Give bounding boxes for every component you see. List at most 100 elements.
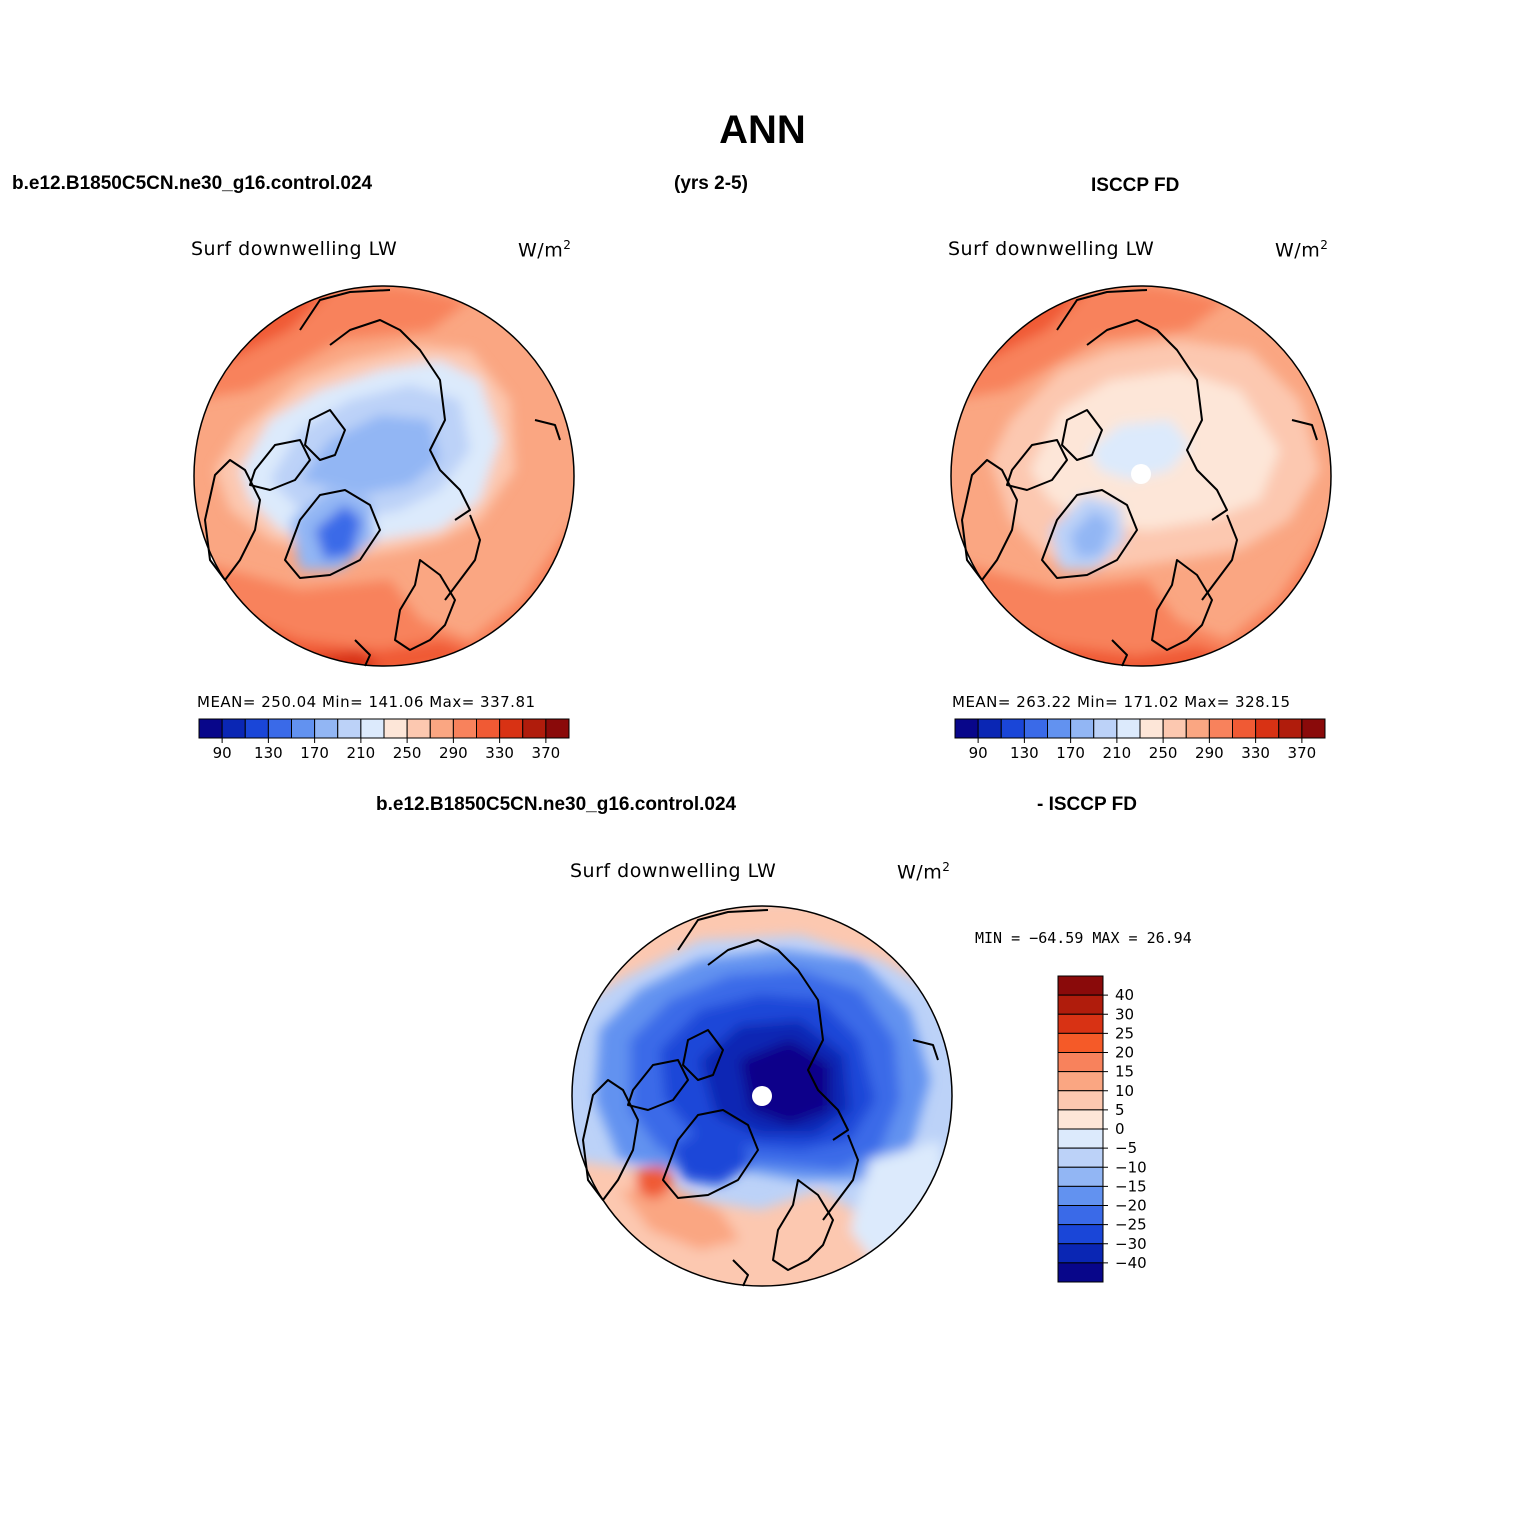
model-colorbar-swatch xyxy=(499,718,524,739)
obs-colorbar-swatch xyxy=(1116,718,1141,739)
obs-variable-label: Surf downwelling LW xyxy=(948,238,1155,260)
diff-colorbar-swatch xyxy=(1057,1090,1104,1111)
obs-colorbar-label: 370 xyxy=(1288,744,1317,762)
obs-coastlines xyxy=(961,289,1318,667)
model-colorbar-swatch xyxy=(221,718,246,739)
model-colorbar-swatch xyxy=(267,718,292,739)
obs-colorbar-swatch xyxy=(1139,718,1164,739)
diff-colorbar-swatch xyxy=(1057,1052,1104,1073)
obs-colorbar-label: 90 xyxy=(969,744,988,762)
model-colorbar-swatch xyxy=(452,718,477,739)
diff-stats: MIN = −64.59 MAX = 26.94 xyxy=(975,929,1192,947)
figure-title: ANN xyxy=(719,108,806,152)
model-colorbar-swatch xyxy=(337,718,362,739)
diff-colorbar-swatch xyxy=(1057,1032,1104,1053)
obs-colorbar-swatch xyxy=(1162,718,1187,739)
case-name-label: b.e12.B1850C5CN.ne30_g16.control.024 xyxy=(12,173,373,194)
obs-colorbar-swatch xyxy=(954,718,979,739)
obs-colorbar-label: 210 xyxy=(1103,744,1132,762)
diff-colorbar-label: −30 xyxy=(1115,1235,1147,1253)
model-colorbar-label: 130 xyxy=(254,744,283,762)
diff-colorbar-label: −5 xyxy=(1115,1139,1137,1157)
obs-units-label: W/m2 xyxy=(1275,238,1329,262)
obs-colorbar: 90 130 170 210 250 290 330 370 xyxy=(954,718,1326,762)
diff-colorbar-label: −10 xyxy=(1115,1158,1147,1176)
diff-colorbar-swatch xyxy=(1057,1166,1104,1187)
obs-colorbar-swatch xyxy=(1232,718,1257,739)
obs-colorbar-swatch xyxy=(977,718,1002,739)
diff-colorbar-label: 20 xyxy=(1115,1044,1134,1062)
diff-obs-name-label: - ISCCP FD xyxy=(1037,794,1137,815)
model-map xyxy=(193,285,575,667)
model-colorbar-swatch xyxy=(314,718,339,739)
diff-colorbar-label: 40 xyxy=(1115,986,1134,1004)
model-colorbar-label: 90 xyxy=(213,744,232,762)
diff-colorbar-label: 25 xyxy=(1115,1024,1134,1042)
years-label: (yrs 2-5) xyxy=(674,173,748,194)
diff-colorbar-swatch xyxy=(1057,1224,1104,1245)
diff-colorbar-swatch xyxy=(1057,994,1104,1015)
diff-colorbar-swatch xyxy=(1057,1243,1104,1264)
model-colorbar-label: 290 xyxy=(439,744,468,762)
obs-colorbar-swatch xyxy=(1301,718,1326,739)
model-colorbar-swatch xyxy=(291,718,316,739)
model-colorbar-swatch xyxy=(383,718,408,739)
obs-colorbar-swatch xyxy=(1047,718,1072,739)
obs-name-label: ISCCP FD xyxy=(1091,175,1180,196)
obs-stats: MEAN= 263.22 Min= 171.02 Max= 328.15 xyxy=(952,693,1291,711)
diff-colorbar-swatch xyxy=(1057,1185,1104,1206)
diff-colorbar-label: −20 xyxy=(1115,1197,1147,1215)
obs-colorbar-swatch xyxy=(1208,718,1233,739)
model-colorbar-swatch xyxy=(198,718,223,739)
diff-units-label: W/m2 xyxy=(897,860,951,884)
diff-colorbar-label: 15 xyxy=(1115,1063,1134,1081)
model-colorbar-label: 250 xyxy=(393,744,422,762)
obs-colorbar-label: 290 xyxy=(1195,744,1224,762)
obs-colorbar-label: 170 xyxy=(1056,744,1085,762)
obs-colorbar-label: 130 xyxy=(1010,744,1039,762)
diff-colorbar-label: −25 xyxy=(1115,1216,1147,1234)
model-colorbar-swatch xyxy=(244,718,269,739)
obs-colorbar-swatch xyxy=(1278,718,1303,739)
model-colorbar: 90 130 170 210 250 290 330 370 xyxy=(198,718,570,762)
obs-colorbar-label: 330 xyxy=(1241,744,1270,762)
diff-colorbar-swatch xyxy=(1057,1262,1104,1283)
model-colorbar-swatch xyxy=(360,718,385,739)
obs-colorbar-swatch xyxy=(1070,718,1095,739)
model-coastlines xyxy=(204,289,561,667)
diff-colorbar-label: 5 xyxy=(1115,1101,1125,1119)
diff-colorbar-label: 30 xyxy=(1115,1005,1134,1023)
diff-case-name-label: b.e12.B1850C5CN.ne30_g16.control.024 xyxy=(376,794,737,815)
obs-colorbar-swatch xyxy=(1023,718,1048,739)
model-colorbar-swatch xyxy=(522,718,547,739)
diff-colorbar-swatch xyxy=(1057,1205,1104,1226)
diff-coastlines xyxy=(582,909,939,1287)
diff-variable-label: Surf downwelling LW xyxy=(570,860,777,882)
model-colorbar-swatch xyxy=(429,718,454,739)
obs-colorbar-swatch xyxy=(1185,718,1210,739)
diff-map xyxy=(571,905,953,1287)
model-colorbar-swatch xyxy=(545,718,570,739)
model-colorbar-label: 170 xyxy=(300,744,329,762)
model-colorbar-label: 210 xyxy=(347,744,376,762)
obs-colorbar-swatch xyxy=(1093,718,1118,739)
obs-map xyxy=(950,285,1332,667)
model-variable-label: Surf downwelling LW xyxy=(191,238,398,260)
diff-colorbar-label: 0 xyxy=(1115,1120,1125,1138)
obs-colorbar-swatch xyxy=(1255,718,1280,739)
obs-colorbar-swatch xyxy=(1000,718,1025,739)
obs-colorbar-label: 250 xyxy=(1149,744,1178,762)
diff-colorbar-swatch xyxy=(1057,1109,1104,1130)
model-colorbar-swatch xyxy=(406,718,431,739)
diff-colorbar-label: 10 xyxy=(1115,1082,1134,1100)
model-colorbar-swatch xyxy=(476,718,501,739)
diff-colorbar-swatch xyxy=(1057,1147,1104,1168)
diff-colorbar-label: −40 xyxy=(1115,1254,1147,1272)
diff-colorbar-swatch xyxy=(1057,1071,1104,1092)
diff-colorbar-swatch xyxy=(1057,1013,1104,1034)
model-units-label: W/m2 xyxy=(518,238,572,262)
model-stats: MEAN= 250.04 Min= 141.06 Max= 337.81 xyxy=(197,693,536,711)
diff-colorbar-swatch xyxy=(1057,975,1104,996)
